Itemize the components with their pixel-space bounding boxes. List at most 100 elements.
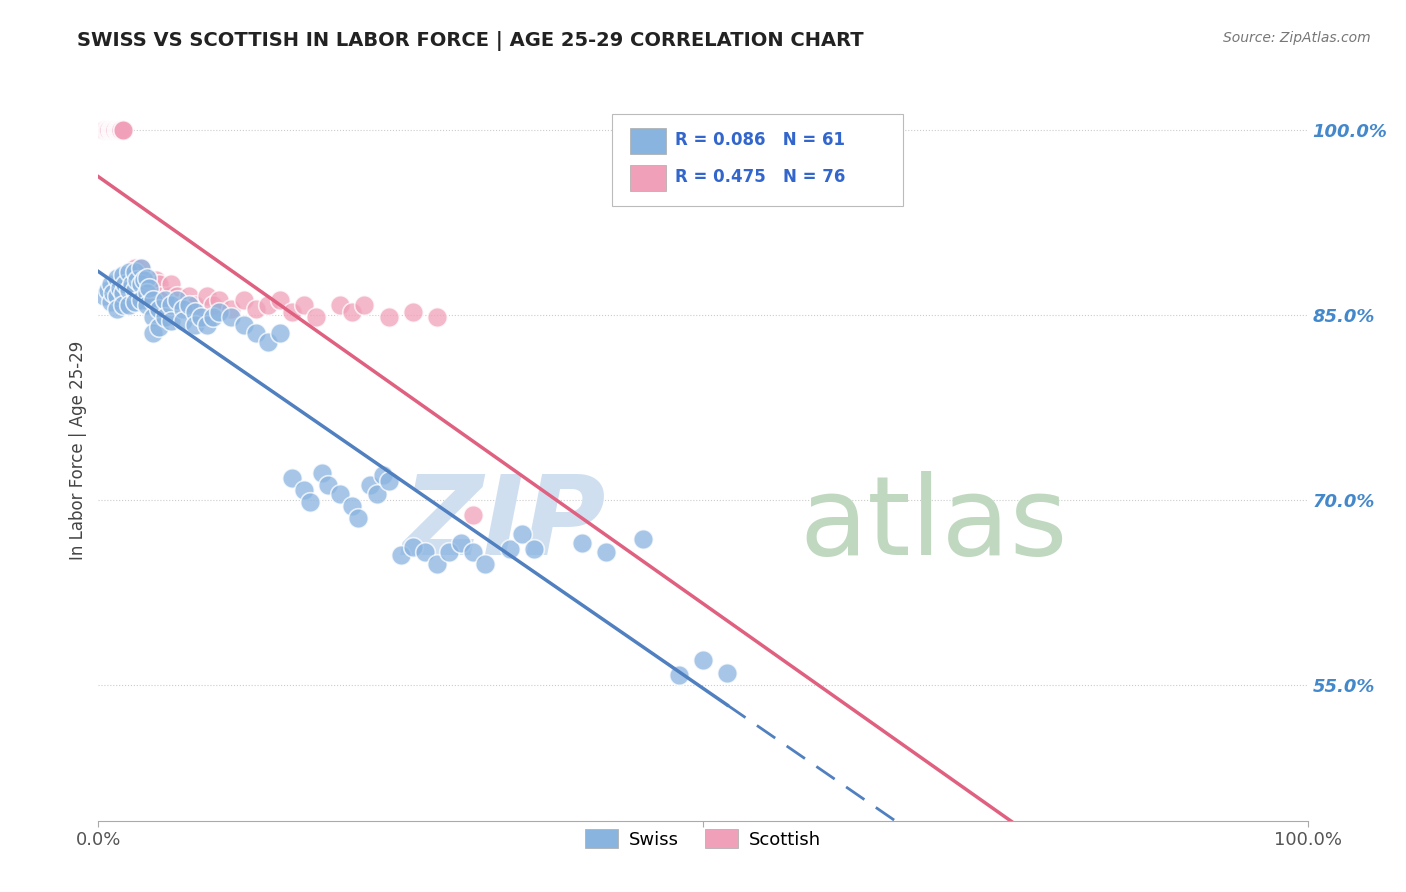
Point [450,536,472,550]
Point [281,305,304,319]
Point [142,293,165,307]
Point [179,298,201,312]
Point [402,305,425,319]
Point [256,334,278,349]
Point [134,293,156,307]
Text: Source: ZipAtlas.com: Source: ZipAtlas.com [1223,31,1371,45]
Point [96,122,118,136]
Point [105,122,128,136]
Point [105,122,128,136]
Point [124,283,146,297]
Point [166,293,188,307]
Point [129,293,152,307]
Point [153,293,176,307]
Point [97,283,120,297]
Point [184,305,207,319]
Point [135,285,157,300]
Point [111,285,134,300]
Point [166,289,188,303]
Point [145,273,167,287]
Point [111,268,134,283]
Point [101,285,124,300]
Point [360,478,382,492]
Point [110,122,132,136]
Point [377,475,399,489]
Point [371,468,394,483]
Point [353,298,375,312]
Point [172,301,194,316]
Point [114,270,136,285]
Point [114,285,136,300]
Point [299,495,322,509]
Point [692,653,714,667]
Point [232,318,254,332]
Point [342,305,364,319]
Point [184,318,207,332]
Point [118,298,141,312]
Point [118,273,141,287]
Point [305,310,328,325]
Point [157,289,180,303]
Point [150,289,173,303]
Point [97,122,120,136]
Point [97,122,120,136]
Point [124,293,146,307]
Point [668,668,690,682]
Point [100,122,122,136]
Text: SWISS VS SCOTTISH IN LABOR FORCE | AGE 25-29 CORRELATION CHART: SWISS VS SCOTTISH IN LABOR FORCE | AGE 2… [77,31,863,51]
Point [103,122,125,136]
Point [426,310,449,325]
Point [366,486,388,500]
Point [190,310,212,325]
Point [160,314,183,328]
Point [292,483,315,497]
Point [571,536,593,550]
Point [111,298,134,312]
Point [179,289,201,303]
Point [124,295,146,310]
Point [426,557,449,571]
Point [184,298,207,312]
Point [316,478,339,492]
Point [342,499,364,513]
Point [437,544,460,558]
Point [135,298,157,312]
Legend: Swiss, Scottish: Swiss, Scottish [578,822,828,856]
Point [103,122,125,136]
Point [105,301,128,316]
Y-axis label: In Labor Force | Age 25-29: In Labor Force | Age 25-29 [69,341,87,560]
Point [124,264,146,278]
Point [105,122,128,136]
Point [135,270,157,285]
Point [127,273,149,287]
Point [104,122,127,136]
Point [129,260,152,275]
Point [463,508,485,522]
Point [124,277,146,291]
Point [172,298,194,312]
Point [153,310,176,325]
Point [160,277,183,291]
Point [127,273,149,287]
Point [105,270,128,285]
Point [413,544,436,558]
Point [311,466,333,480]
Point [208,305,231,319]
Point [716,665,738,680]
Point [108,122,131,136]
Point [389,549,412,563]
Point [377,310,399,325]
Point [118,283,141,297]
Point [100,122,122,136]
Point [114,277,136,291]
Point [105,289,128,303]
Point [107,122,129,136]
Point [195,289,218,303]
Point [245,301,267,316]
Point [100,277,122,291]
Point [100,122,122,136]
Point [118,264,141,278]
Point [108,280,131,294]
Point [138,280,160,294]
Point [142,285,165,300]
